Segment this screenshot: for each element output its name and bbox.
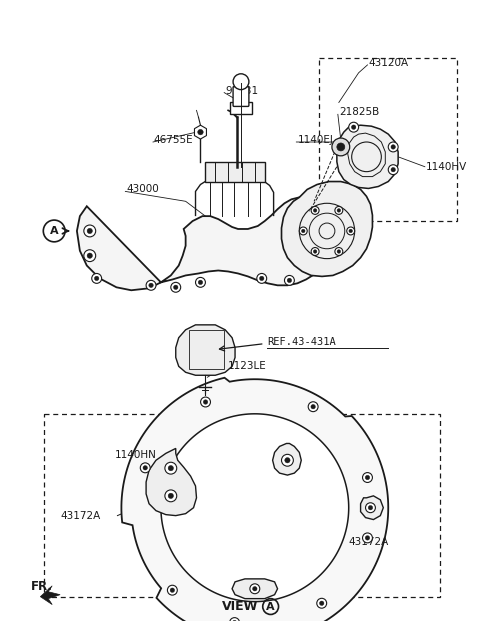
Text: REF.43-431A: REF.43-431A: [268, 337, 336, 347]
Circle shape: [174, 285, 178, 289]
Text: 1123LE: 1123LE: [228, 361, 267, 371]
Text: 43120A: 43120A: [369, 58, 408, 68]
Circle shape: [165, 490, 177, 502]
Circle shape: [365, 475, 370, 480]
FancyBboxPatch shape: [233, 87, 249, 106]
Circle shape: [140, 463, 150, 472]
Circle shape: [320, 601, 324, 606]
Text: A: A: [50, 226, 59, 236]
Polygon shape: [360, 496, 384, 519]
Polygon shape: [161, 414, 348, 602]
Circle shape: [362, 533, 372, 543]
Text: 46755E: 46755E: [153, 135, 192, 145]
Circle shape: [281, 454, 293, 466]
Text: 1140HN: 1140HN: [114, 451, 156, 461]
Circle shape: [87, 253, 93, 258]
Circle shape: [337, 143, 345, 151]
Text: FR.: FR.: [30, 580, 52, 593]
Circle shape: [391, 168, 396, 172]
Circle shape: [229, 618, 240, 625]
Circle shape: [87, 228, 93, 234]
Circle shape: [332, 138, 350, 156]
Circle shape: [233, 74, 249, 89]
Circle shape: [149, 283, 153, 288]
Text: 43000: 43000: [126, 184, 159, 194]
Text: VIEW: VIEW: [222, 600, 259, 613]
Circle shape: [232, 621, 237, 625]
Bar: [319, 58, 457, 221]
Bar: [44, 414, 440, 597]
Circle shape: [146, 281, 156, 290]
Circle shape: [252, 586, 257, 591]
Circle shape: [92, 274, 102, 283]
Polygon shape: [121, 378, 388, 625]
Polygon shape: [273, 444, 301, 475]
Circle shape: [391, 145, 396, 149]
Circle shape: [168, 466, 173, 471]
Circle shape: [250, 584, 260, 594]
Text: 43172A: 43172A: [348, 538, 389, 548]
Circle shape: [300, 227, 307, 235]
Text: 1140HN: 1140HN: [268, 441, 310, 451]
Polygon shape: [281, 181, 372, 276]
Circle shape: [388, 142, 398, 152]
Polygon shape: [176, 325, 235, 375]
Circle shape: [317, 598, 327, 608]
Text: 1140EJ: 1140EJ: [297, 135, 333, 145]
Circle shape: [366, 503, 375, 512]
Circle shape: [84, 250, 96, 262]
Circle shape: [351, 125, 356, 129]
Circle shape: [337, 209, 341, 212]
Circle shape: [143, 466, 147, 470]
Circle shape: [168, 585, 177, 595]
Circle shape: [168, 493, 173, 499]
Circle shape: [311, 248, 319, 256]
Text: 21825B: 21825B: [339, 107, 379, 118]
Circle shape: [287, 278, 292, 282]
Circle shape: [335, 248, 343, 256]
Circle shape: [165, 462, 177, 474]
FancyBboxPatch shape: [230, 102, 252, 114]
Circle shape: [201, 397, 210, 407]
Text: 91931: 91931: [225, 86, 258, 96]
Circle shape: [311, 206, 319, 214]
Circle shape: [337, 250, 341, 253]
Circle shape: [285, 458, 290, 463]
Circle shape: [204, 400, 208, 404]
Circle shape: [260, 276, 264, 281]
FancyBboxPatch shape: [205, 162, 264, 181]
Polygon shape: [146, 448, 196, 516]
Polygon shape: [232, 579, 277, 599]
Circle shape: [198, 280, 203, 284]
Circle shape: [257, 274, 267, 283]
Circle shape: [285, 276, 294, 286]
Circle shape: [171, 282, 180, 292]
Circle shape: [301, 229, 305, 232]
Circle shape: [308, 402, 318, 412]
Circle shape: [311, 404, 315, 409]
Circle shape: [349, 229, 352, 232]
Text: 43172A: 43172A: [60, 511, 100, 521]
Circle shape: [170, 588, 175, 592]
Circle shape: [362, 472, 372, 482]
Circle shape: [313, 250, 317, 253]
Circle shape: [313, 209, 317, 212]
Circle shape: [368, 506, 372, 510]
Circle shape: [365, 536, 370, 540]
Text: 1140HV: 1140HV: [426, 162, 467, 172]
Polygon shape: [337, 125, 398, 189]
Polygon shape: [40, 586, 60, 604]
Circle shape: [335, 206, 343, 214]
Circle shape: [198, 129, 203, 135]
Circle shape: [347, 227, 355, 235]
Polygon shape: [77, 198, 335, 290]
Polygon shape: [194, 125, 206, 139]
Circle shape: [195, 278, 205, 288]
Circle shape: [348, 122, 359, 132]
Circle shape: [95, 276, 99, 281]
Circle shape: [388, 165, 398, 174]
Text: A: A: [266, 601, 275, 611]
Circle shape: [84, 225, 96, 237]
